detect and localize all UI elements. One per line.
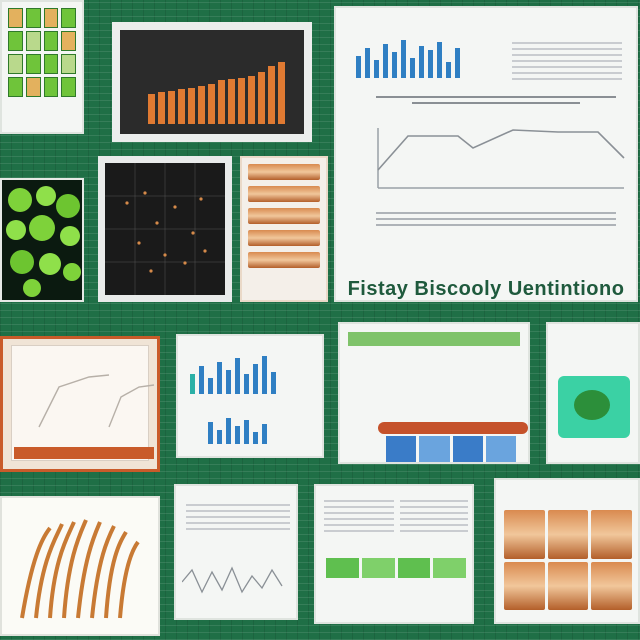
main-chart-panel: Fistay Biscooly Uentintiono — [334, 6, 638, 302]
thumbnail-copper-fibers — [0, 496, 160, 636]
green-cell-blobs — [6, 186, 81, 297]
thumbnail-blue-bars — [176, 334, 324, 458]
thumbnail-green-cells — [0, 178, 84, 302]
line-chart — [377, 128, 625, 189]
fiber-bundle — [20, 519, 140, 619]
thumbnail-document-columns — [314, 484, 474, 624]
panel-caption: Fistay Biscooly Uentintiono — [347, 278, 625, 300]
scatter-plot — [105, 163, 225, 295]
axis-tick-text — [376, 208, 616, 230]
twin-line-chart — [14, 374, 155, 459]
thumbnail-orange-line-chart — [0, 336, 160, 472]
thumbnail-dark-bar-chart — [112, 22, 312, 142]
thumbnail-dark-scatter — [98, 156, 232, 302]
thumbnail-line-table — [174, 484, 298, 620]
thumbnail-grid-top-left — [0, 0, 84, 134]
orange-bars — [140, 46, 294, 124]
mini-blue-bar-chart — [356, 38, 460, 78]
text-lines — [376, 92, 616, 108]
thumbnail-green-flask — [546, 322, 640, 464]
thumbnail-copper-panels — [494, 478, 640, 624]
table-lines — [512, 38, 622, 84]
thumbnail-column-diagram — [338, 322, 530, 464]
thumbnail-copper-layers — [240, 156, 328, 302]
